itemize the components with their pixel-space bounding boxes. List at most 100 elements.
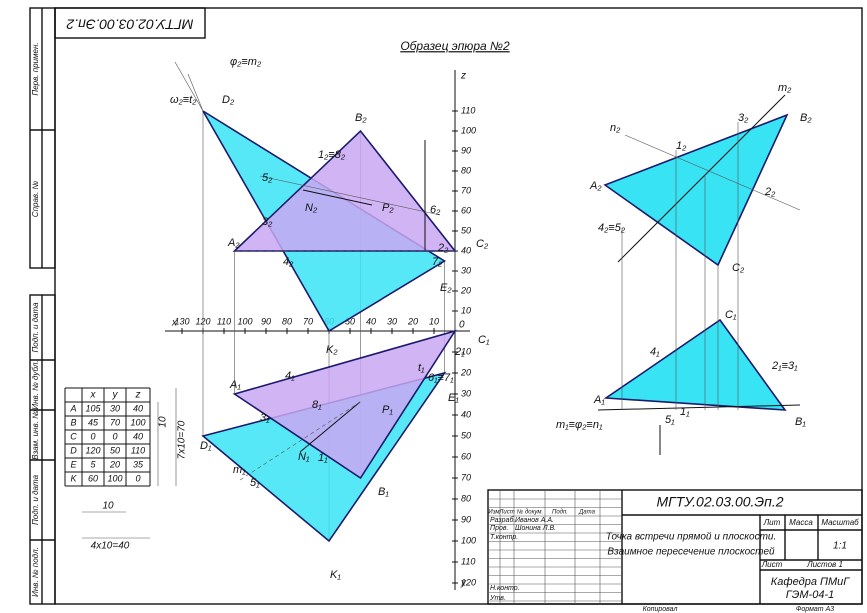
- point-label: 3₁: [260, 412, 270, 424]
- z-tick-label: 40: [461, 245, 471, 255]
- table-cell: 60: [88, 473, 98, 483]
- point-label: N₂: [305, 202, 318, 214]
- origin-label: 0: [459, 320, 465, 331]
- y-tick-label: 70: [461, 472, 471, 482]
- point-label: ω₂≡t₂: [170, 94, 197, 106]
- stamp: МГТУ.02.03.00.Эп.2: [66, 16, 193, 32]
- cell-label: Масса: [789, 518, 813, 527]
- x-tick-label: 10: [429, 316, 439, 326]
- table-cell: 120: [85, 445, 100, 455]
- x-tick-label: 130: [174, 316, 189, 326]
- aux-point-label: m₁≡φ₂≡n₁: [556, 419, 603, 431]
- aux-triangle-front: [605, 115, 787, 265]
- point-label: B₂: [355, 112, 367, 124]
- footer-label: Формат А3: [796, 606, 834, 613]
- aux-point-label: C₁: [725, 309, 737, 321]
- drawing-sheet: МГТУ.02.03.00.Эп.2 Образец эпюра №2 Перв…: [0, 0, 867, 613]
- point-label: E₁: [448, 392, 459, 404]
- point-label: K₂: [326, 344, 338, 356]
- dimension-label: 4x10=40: [91, 541, 130, 552]
- table-cell: 70: [110, 417, 120, 427]
- table-cell: C: [70, 431, 77, 441]
- role-label: Н.контр.: [490, 585, 520, 592]
- table-header: y: [112, 390, 119, 401]
- column-header: Подп.: [552, 510, 568, 516]
- role-label: Утв.: [489, 595, 506, 602]
- cell-label: Листов 1: [806, 560, 843, 569]
- point-label: 5₁: [250, 477, 260, 489]
- z-tick-label: 70: [461, 185, 471, 195]
- z-tick-label: 30: [461, 265, 471, 275]
- point-label: D₁: [200, 440, 212, 452]
- table-cell: 35: [133, 459, 144, 469]
- drawing-name: Взаимное пересечение плоскостей: [607, 547, 775, 558]
- aux-point-label: 2₁≡3₁: [771, 360, 798, 372]
- side-column-label: Взам. инв. №: [31, 410, 40, 460]
- table-cell: 0: [90, 431, 95, 441]
- x-tick-label: 90: [261, 316, 271, 326]
- aux-point-label: B₁: [795, 416, 806, 428]
- z-tick-label: 20: [460, 285, 471, 295]
- side-column-label: Справ. №: [31, 180, 40, 217]
- point-label: 2₂: [437, 242, 449, 254]
- point-label: B₁: [378, 486, 389, 498]
- aux-point-label: 5₁: [665, 414, 675, 426]
- point-label: D₂: [222, 94, 235, 106]
- z-tick-label: 60: [461, 205, 471, 215]
- table-cell: 100: [130, 417, 145, 427]
- point-label: 3₂: [262, 216, 273, 228]
- point-label: 6₁≡7₁: [428, 372, 454, 384]
- point-label: P₂: [382, 202, 394, 214]
- table-cell: 105: [85, 403, 101, 413]
- point-label: 4₂: [283, 256, 294, 268]
- x-tick-label: 20: [407, 316, 418, 326]
- z-tick-label: 110: [461, 105, 475, 115]
- table-cell: 40: [133, 431, 143, 441]
- aux-point-label: 1₁: [680, 406, 690, 418]
- table-cell: K: [70, 473, 77, 483]
- table-cell: B: [70, 417, 76, 427]
- point-label: 8₁: [312, 399, 322, 411]
- table-cell: 5: [90, 459, 96, 469]
- point-label: E₂: [440, 282, 452, 294]
- x-tick-label: 40: [366, 316, 376, 326]
- aux-triangle-top: [606, 320, 785, 410]
- point-label: C₂: [476, 238, 489, 250]
- cell-label: Лит: [763, 518, 781, 527]
- table-cell: 100: [107, 473, 122, 483]
- y-tick-label: 120: [461, 577, 476, 587]
- y-tick-label: 30: [461, 388, 471, 398]
- drawing-code: МГТУ.02.03.00.Эп.2: [656, 494, 783, 510]
- y-tick-label: 100: [461, 535, 476, 545]
- aux-point-label: m₂: [778, 82, 792, 94]
- column-header: Изм: [488, 510, 499, 516]
- z-tick-label: 50: [461, 225, 471, 235]
- role-label: Пров.: [490, 525, 509, 532]
- role-label: Разраб.: [490, 516, 515, 524]
- table-cell: A: [69, 403, 76, 413]
- table-header: x: [90, 390, 97, 401]
- dimension-label: 10: [102, 501, 114, 512]
- axis-name: z: [460, 71, 466, 82]
- y-tick-label: 60: [461, 451, 471, 461]
- department: Кафедра ПМиГ: [771, 576, 851, 588]
- table-cell: 20: [109, 459, 120, 469]
- table-cell: E: [70, 459, 77, 469]
- point-label: N₁: [298, 451, 310, 463]
- point-label: 2₁: [454, 346, 465, 358]
- point-label: C₁: [478, 334, 490, 346]
- side-column-label: Перв. примен.: [31, 42, 40, 95]
- z-tick-label: 100: [461, 125, 476, 135]
- table-cell: D: [70, 445, 77, 455]
- point-label: K₁: [330, 569, 341, 581]
- aux-point-label: 2₂: [764, 186, 776, 198]
- aux-point-label: 1₂: [676, 140, 687, 152]
- point-label: A₂: [227, 237, 240, 249]
- x-tick-label: 100: [237, 316, 252, 326]
- x-tick-label: 110: [217, 316, 231, 326]
- cell-label: Масштаб: [821, 518, 859, 527]
- side-column-label: Подп. и дата: [31, 302, 40, 353]
- table-cell: 45: [88, 417, 99, 427]
- dimension-label: 7x10=70: [177, 420, 188, 459]
- y-tick-label: 20: [460, 367, 471, 377]
